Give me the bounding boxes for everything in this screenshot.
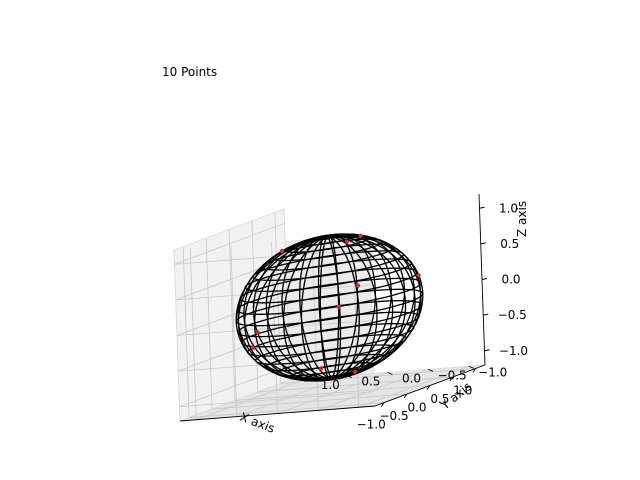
x-tick: [472, 368, 477, 373]
data-point: [279, 248, 285, 254]
sphere-parallel: [261, 243, 395, 271]
x-tick-label: −1.0: [357, 418, 386, 432]
z-tick: [483, 313, 489, 316]
x-tick-label: 0.5: [430, 392, 449, 406]
z-tick-label: −0.5: [498, 308, 527, 322]
scatter-points: [250, 233, 421, 374]
z-tick-label: 0.0: [501, 273, 520, 287]
sphere-parallel: [237, 300, 423, 338]
sphere-parallel: [244, 258, 413, 293]
sphere-wireframe: [235, 233, 424, 382]
x-gridline: [257, 376, 453, 393]
data-point: [318, 366, 324, 371]
z-gridline: [176, 320, 373, 336]
sphere-parallel: [264, 344, 398, 372]
y-tick-label: 1.0: [321, 378, 340, 392]
y-tick: [346, 375, 353, 379]
sphere-parallel: [246, 322, 415, 357]
y-axis-line: [179, 405, 376, 422]
data-point: [358, 233, 363, 239]
data-point: [250, 345, 256, 350]
z-gridline: [175, 258, 286, 301]
y-gridline: [236, 375, 348, 417]
y-tick-label: 0.0: [402, 372, 421, 386]
sphere-parallel: [251, 250, 405, 281]
x-tick: [449, 376, 454, 382]
x-tick-label: −0.5: [380, 409, 409, 423]
y-gridline: [230, 245, 238, 417]
sphere-parallel: [239, 267, 419, 304]
z-tick-label: 0.5: [500, 237, 519, 251]
data-point: [416, 273, 421, 278]
sphere-parallel: [254, 334, 408, 365]
data-point: [255, 330, 260, 335]
z-axis-label: Z axis: [515, 201, 529, 237]
sphere-parallel: [271, 238, 383, 262]
z-tick: [481, 278, 488, 280]
sphere-parallel: [236, 277, 422, 315]
x-tick: [380, 402, 385, 407]
sphere-parallel: [316, 374, 348, 382]
z-tick-label: −1.0: [499, 344, 528, 358]
z-tick: [484, 349, 490, 352]
sphere-parallel: [235, 288, 424, 327]
y-tick: [468, 365, 474, 369]
x-gridline: [251, 220, 259, 392]
z-tick-label: 1.0: [499, 201, 518, 215]
x-tick-label: 1.0: [453, 383, 472, 397]
x-tick-label: 0.0: [407, 401, 426, 415]
data-point: [355, 283, 361, 288]
x-gridline: [274, 212, 282, 384]
y-tick-label: 0.5: [361, 375, 380, 389]
z-gridline: [174, 248, 370, 265]
chart-title: 10 Points: [162, 65, 217, 79]
y-tick: [306, 378, 312, 382]
z-gridline: [176, 294, 288, 336]
data-point: [352, 369, 358, 374]
y-gridline: [196, 378, 307, 421]
y-gridline: [277, 372, 388, 414]
y-gridline: [189, 248, 197, 420]
x-tick: [426, 385, 431, 390]
sphere-parallel: [240, 311, 420, 348]
z-tick: [479, 206, 485, 209]
z-tick: [480, 242, 486, 245]
y-tick-label: −1.0: [478, 365, 507, 379]
sphere-parallel: [276, 353, 388, 377]
data-point: [344, 239, 350, 244]
z-gridline: [174, 222, 285, 265]
y-tick: [427, 368, 434, 372]
sphere-parallel: [288, 362, 375, 380]
data-point: [336, 304, 341, 309]
y-tick: [387, 372, 393, 375]
x-tick: [403, 393, 408, 399]
tick-labels: −1.0−1.0−1.0−0.5−0.5−0.50.00.00.00.50.50…: [306, 201, 528, 432]
y-tick-label: −0.5: [438, 368, 467, 382]
